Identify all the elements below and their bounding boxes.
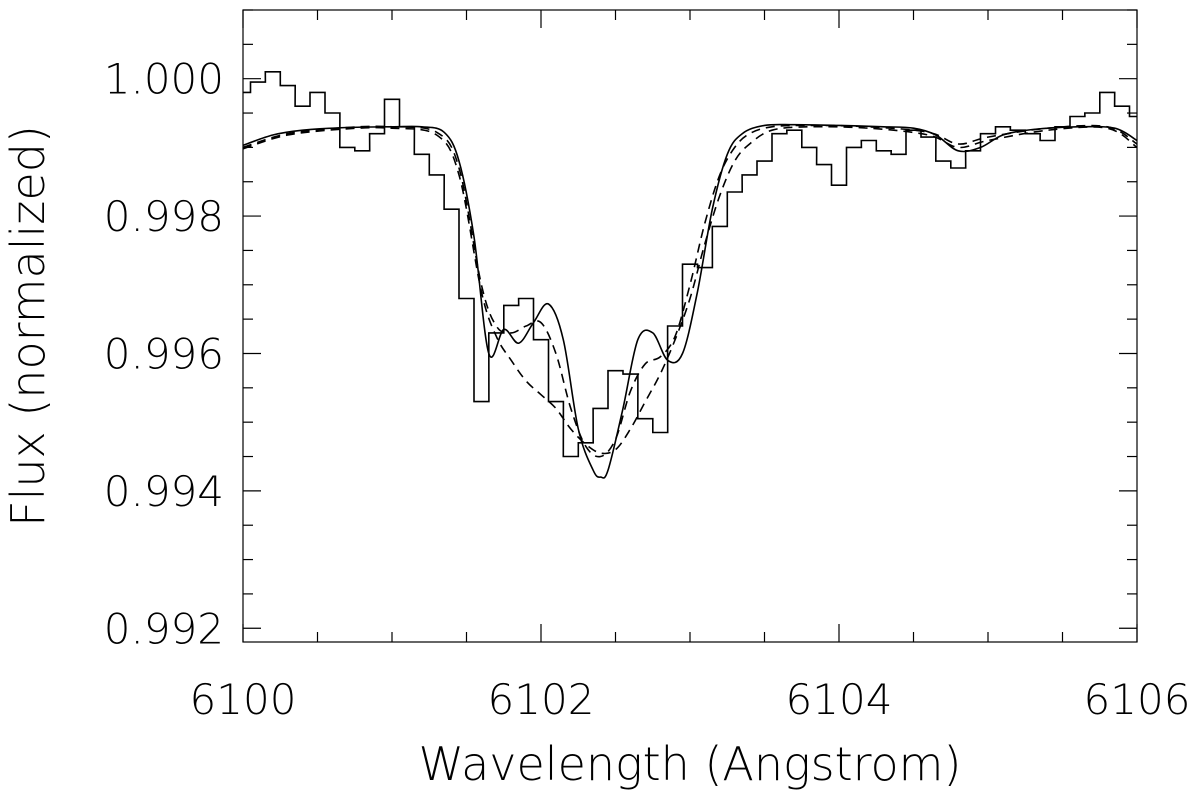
y-tick-label: 0.998 [104,192,224,241]
series-line-1 [243,71,1137,458]
tick-labels: 6100 6102 6104 6106 0.992 0.994 0.996 0.998 1.00… [104,55,1191,724]
y-tick-label: 0.996 [104,329,224,378]
x-tick-label: 6100 [190,675,297,724]
series-line-4 [242,125,1138,455]
x-tick-label: 6104 [786,675,893,724]
series-line-3 [242,124,1138,458]
series-group [242,71,1138,479]
y-tick-label: 0.994 [104,467,224,516]
y-tick-label: 0.992 [104,604,224,653]
y-axis-title: Flux (normalized) [1,125,55,527]
x-axis-title: Wavelength (Angstrom) [419,737,962,791]
x-tick-label: 6106 [1084,675,1191,724]
x-tick-label: 6102 [488,675,595,724]
y-tick-label: 1.000 [104,55,224,104]
series-line-2 [242,123,1138,479]
axis-ticks [242,9,1138,642]
